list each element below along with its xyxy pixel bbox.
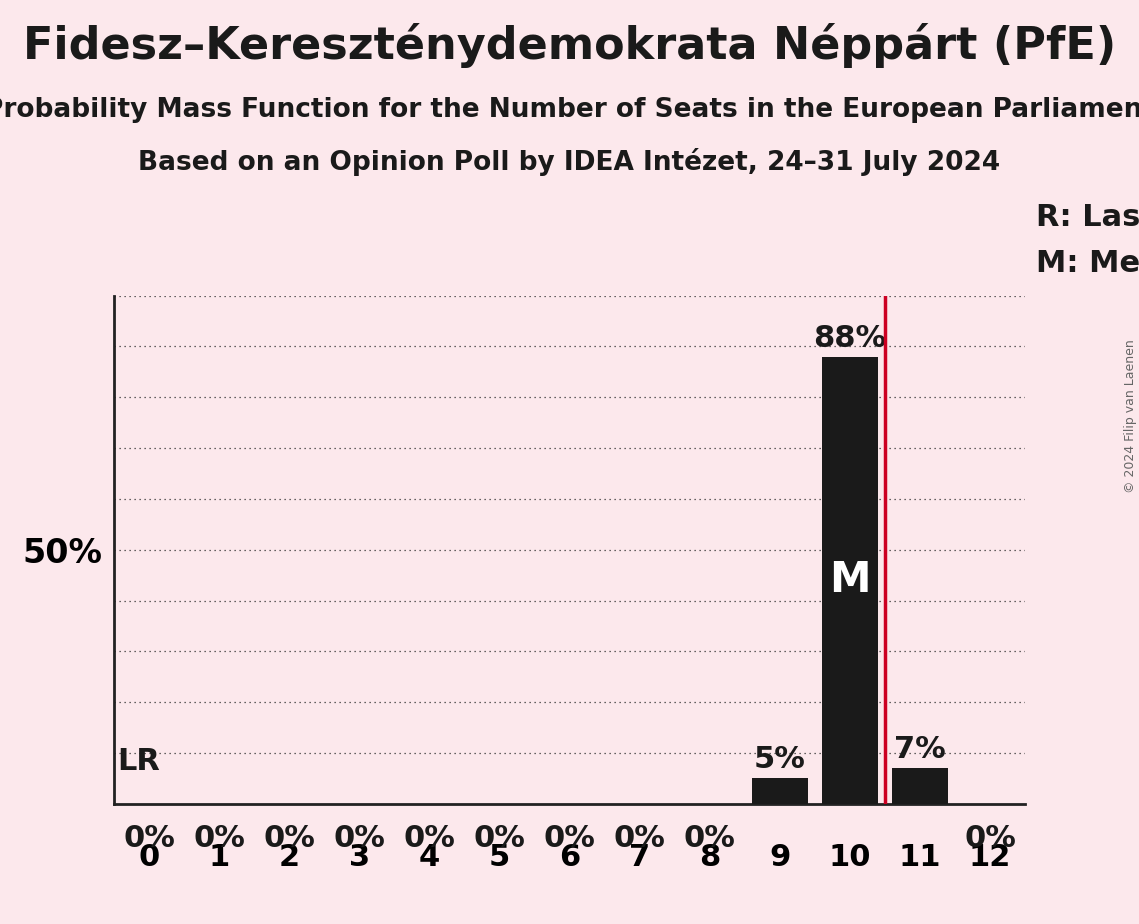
Text: 0%: 0%	[334, 824, 385, 853]
Text: Based on an Opinion Poll by IDEA Intézet, 24–31 July 2024: Based on an Opinion Poll by IDEA Intézet…	[139, 148, 1000, 176]
Text: 0%: 0%	[194, 824, 245, 853]
Text: 88%: 88%	[813, 323, 886, 353]
Text: 0%: 0%	[474, 824, 525, 853]
Bar	[752, 778, 808, 804]
Text: Fidesz–Kereszténydemokrata Néppárt (PfE): Fidesz–Kereszténydemokrata Néppárt (PfE)	[23, 23, 1116, 68]
Text: M: Median: M: Median	[1036, 249, 1139, 278]
Text: 0%: 0%	[543, 824, 596, 853]
Text: 0%: 0%	[263, 824, 316, 853]
Text: R: Last Result: R: Last Result	[1036, 203, 1139, 232]
Text: 0%: 0%	[403, 824, 456, 853]
Bar	[822, 357, 878, 804]
Text: LR: LR	[117, 747, 161, 776]
Text: © 2024 Filip van Laenen: © 2024 Filip van Laenen	[1124, 339, 1137, 492]
Text: 0%: 0%	[614, 824, 665, 853]
Text: 7%: 7%	[894, 736, 945, 764]
Text: 0%: 0%	[683, 824, 736, 853]
Bar	[892, 769, 948, 804]
Text: 5%: 5%	[754, 746, 805, 774]
Text: M: M	[829, 559, 870, 602]
Text: 0%: 0%	[964, 824, 1016, 853]
Text: 0%: 0%	[123, 824, 175, 853]
Text: Probability Mass Function for the Number of Seats in the European Parliament: Probability Mass Function for the Number…	[0, 97, 1139, 123]
